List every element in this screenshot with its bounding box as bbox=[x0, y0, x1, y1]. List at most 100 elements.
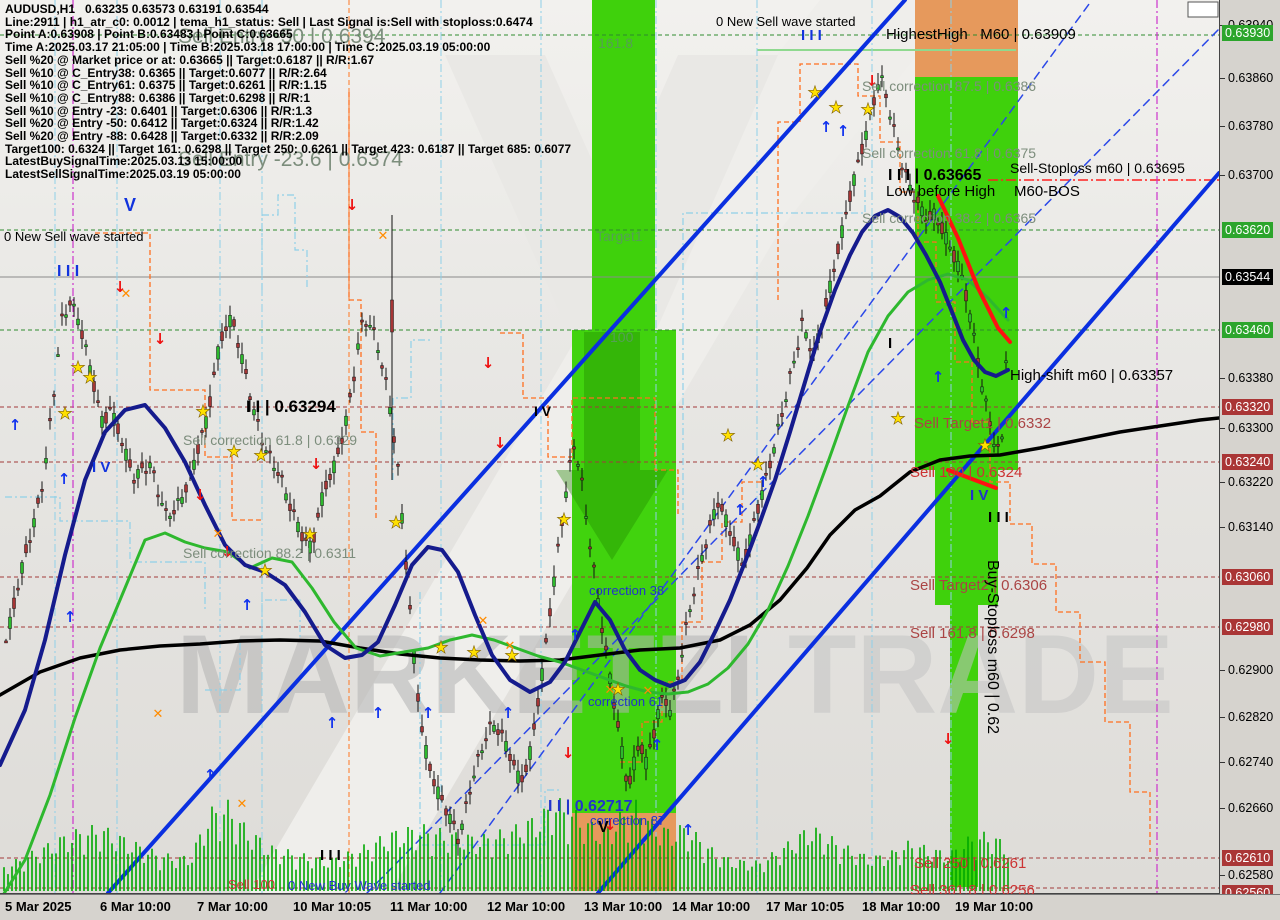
trend-channel-line bbox=[106, 0, 907, 893]
price-badge: 0.63320 bbox=[1222, 399, 1274, 415]
sell-arrow-icon: ↓ bbox=[604, 816, 617, 834]
star-icon: ★ bbox=[433, 638, 448, 658]
sell-arrow-icon: ↓ bbox=[310, 455, 323, 473]
x-mark-icon: ✕ bbox=[478, 614, 489, 629]
x-mark-icon: ✕ bbox=[121, 287, 132, 302]
trail-step-line bbox=[777, 63, 1151, 852]
price-badge: 0.63544 bbox=[1222, 269, 1274, 285]
star-icon: ★ bbox=[257, 561, 272, 581]
signal-band bbox=[592, 0, 655, 330]
price-badge: 0.63930 bbox=[1222, 25, 1274, 41]
sell-arrow-icon: ↓ bbox=[154, 330, 167, 348]
price-tick: 0.62580 bbox=[1220, 868, 1273, 882]
x-mark-icon: ✕ bbox=[505, 639, 516, 654]
watermark-arrow bbox=[556, 332, 668, 560]
x-mark-icon: ✕ bbox=[605, 683, 616, 698]
time-label: 5 Mar 2025 bbox=[5, 899, 72, 914]
sell-arrow-icon: ↓ bbox=[194, 486, 207, 504]
star-icon: ★ bbox=[253, 446, 268, 466]
star-icon: ★ bbox=[828, 98, 843, 118]
signal-band bbox=[950, 605, 978, 887]
trail-step-line bbox=[620, 481, 762, 763]
star-icon: ★ bbox=[82, 368, 97, 388]
time-label: 17 Mar 10:05 bbox=[766, 899, 845, 914]
price-badge: 0.62980 bbox=[1222, 619, 1274, 635]
signal-band bbox=[572, 330, 676, 813]
star-icon: ★ bbox=[226, 442, 241, 462]
ma-navy bbox=[0, 208, 1010, 767]
sell-arrow-icon: ↓ bbox=[346, 196, 359, 214]
trail-step-line bbox=[500, 332, 679, 515]
buy-arrow-icon: ↑ bbox=[1000, 304, 1013, 322]
buy-arrow-icon: ↑ bbox=[569, 626, 582, 644]
price-tick: 0.62660 bbox=[1220, 801, 1273, 815]
trail-step-line bbox=[348, 92, 377, 520]
star-icon: ★ bbox=[302, 525, 317, 545]
sell-arrow-icon: ↓ bbox=[494, 434, 507, 452]
star-icon: ★ bbox=[890, 409, 905, 429]
price-tick: 0.63300 bbox=[1220, 421, 1273, 435]
shift-line-red bbox=[936, 194, 1012, 344]
price-badge: 0.63620 bbox=[1222, 222, 1274, 238]
sell-arrow-icon: ↓ bbox=[482, 354, 495, 372]
candles-layer bbox=[4, 65, 1008, 856]
sell-arrow-icon: ↓ bbox=[114, 278, 127, 296]
sell-arrow-icon: ↓ bbox=[866, 72, 879, 90]
buy-arrow-icon: ↑ bbox=[241, 596, 254, 614]
time-label: 12 Mar 10:00 bbox=[487, 899, 566, 914]
price-tick: 0.62820 bbox=[1220, 710, 1273, 724]
signal-band bbox=[915, 0, 1018, 77]
time-label: 13 Mar 10:00 bbox=[584, 899, 663, 914]
price-badge: 0.63060 bbox=[1222, 569, 1274, 585]
signal-markers: ↑↑↑↑↑↑↑ ↑ ↑↑↑↑↑↑↑ ↑↑↑↓↓↓↓↓↓↓↓↓↓↓↓★★★ ★★ ★★★★★… bbox=[9, 72, 1013, 839]
buy-arrow-icon: ↑ bbox=[58, 470, 71, 488]
x-mark-icon: ✕ bbox=[378, 229, 389, 244]
price-tick: 0.62900 bbox=[1220, 663, 1273, 677]
time-label: 19 Mar 10:00 bbox=[955, 899, 1034, 914]
star-icon: ★ bbox=[57, 404, 72, 424]
buy-arrow-icon: ↑ bbox=[204, 766, 217, 784]
star-icon: ★ bbox=[860, 100, 875, 120]
x-mark-icon: ✕ bbox=[153, 707, 164, 722]
sell-arrow-icon: ↓ bbox=[942, 730, 955, 748]
ma-black bbox=[0, 416, 1219, 697]
time-label: 18 Mar 10:00 bbox=[862, 899, 941, 914]
buy-arrow-icon: ↑ bbox=[734, 501, 747, 519]
chart-area[interactable]: MARKETZI TRADE ↑ ↑ ↑ ↑ ↑ ↑ ↑ ↑ ↑ ↑ ↑ ↑ ↑ ↑ ↑ ↑ ↑ ↑ ↓ ↓ ↓ ↓ ↓ ↓ ↓ ↓ ↓… bbox=[0, 0, 1220, 898]
time-label: 14 Mar 10:00 bbox=[672, 899, 751, 914]
trail-step-line bbox=[392, 339, 430, 480]
buy-arrow-icon: ↑ bbox=[682, 821, 695, 839]
star-icon: ★ bbox=[807, 83, 822, 103]
star-icon: ★ bbox=[610, 680, 625, 700]
trend-channel-line bbox=[439, 0, 1093, 893]
star-icon: ★ bbox=[556, 510, 571, 530]
shift-line-red bbox=[946, 468, 998, 490]
buy-arrow-icon: ↑ bbox=[651, 736, 664, 754]
star-icon: ★ bbox=[195, 402, 210, 422]
trail-step-line bbox=[419, 592, 562, 846]
star-icon: ★ bbox=[720, 426, 735, 446]
watermark-m-logo bbox=[445, 55, 778, 340]
buy-arrow-icon: ↑ bbox=[9, 416, 22, 434]
sell-arrow-icon: ↓ bbox=[221, 543, 234, 561]
price-tick: 0.63140 bbox=[1220, 520, 1273, 534]
price-tick: 0.63380 bbox=[1220, 371, 1273, 385]
star-icon: ★ bbox=[750, 455, 765, 475]
time-label: 7 Mar 10:00 bbox=[197, 899, 268, 914]
trail-step-line bbox=[682, 178, 866, 600]
watermark-text-right: TRADE bbox=[788, 612, 1174, 737]
price-tick: 0.63780 bbox=[1220, 119, 1273, 133]
price-axis: 0.639400.638600.637800.637000.633800.633… bbox=[1220, 0, 1280, 901]
object-box bbox=[1187, 1, 1219, 18]
price-badge: 0.63240 bbox=[1222, 454, 1274, 470]
x-mark-icon: ✕ bbox=[213, 527, 224, 542]
time-label: 6 Mar 10:00 bbox=[100, 899, 171, 914]
buy-arrow-icon: ↑ bbox=[64, 608, 77, 626]
buy-arrow-icon: ↑ bbox=[932, 368, 945, 386]
buy-arrow-icon: ↑ bbox=[502, 704, 515, 722]
volume-bars bbox=[3, 798, 1009, 891]
trend-channel-line bbox=[366, 28, 1219, 893]
signal-band bbox=[915, 77, 1018, 470]
x-mark-icon: ✕ bbox=[237, 797, 248, 812]
